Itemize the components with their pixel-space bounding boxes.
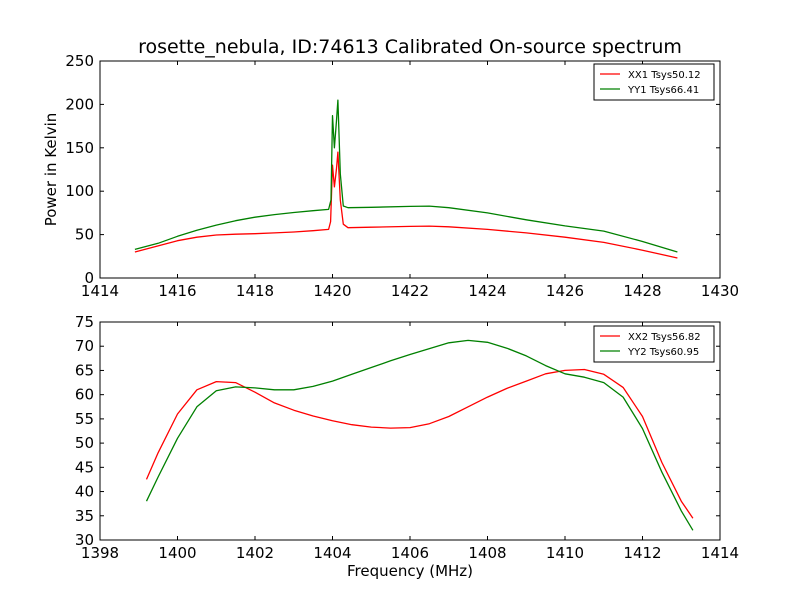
- legend: XX1 Tsys50.12 YY1 Tsys66.41: [593, 63, 715, 101]
- y-tick-label: 70: [75, 337, 94, 355]
- legend-box: [593, 325, 715, 363]
- x-tick-label: 1412: [623, 544, 661, 562]
- y-tick-label: 30: [75, 531, 94, 549]
- y-tick-label: 35: [75, 507, 94, 525]
- x-tick-label: 1402: [236, 544, 274, 562]
- series-line-2-1: [145, 368, 694, 519]
- y-tick-label: 200: [65, 95, 94, 113]
- legend-label: YY2 Tsys60.95: [627, 347, 699, 358]
- x-tick-label: 1418: [236, 282, 274, 300]
- chart-title: rosette_nebula, ID:74613 Calibrated On-s…: [138, 36, 682, 58]
- x-tick-label: 1408: [468, 544, 506, 562]
- y-tick-label: 250: [65, 52, 94, 70]
- x-tick-label: 1398: [81, 544, 119, 562]
- series-line-2-2: [145, 339, 694, 531]
- series-line-1-2: [134, 99, 678, 253]
- y-tick-label: 0: [84, 269, 94, 287]
- y-tick-label: 55: [75, 410, 94, 428]
- y-axis-label: Power in Kelvin: [42, 113, 60, 227]
- x-tick-label: 1400: [158, 544, 196, 562]
- legend: XX2 Tsys56.82 YY2 Tsys60.95: [593, 325, 715, 363]
- x-tick-label: 1424: [468, 282, 506, 300]
- legend-label: XX1 Tsys50.12: [628, 70, 701, 81]
- series-line-1-1: [134, 151, 678, 259]
- y-tick-label: 75: [75, 313, 94, 331]
- x-tick-label: 1416: [158, 282, 196, 300]
- legend-label: XX2 Tsys56.82: [628, 332, 701, 343]
- x-tick-label: 1410: [546, 544, 584, 562]
- x-axis-label: Frequency (MHz): [347, 562, 473, 580]
- y-tick-label: 150: [65, 139, 94, 157]
- x-tick-label: 1414: [81, 282, 119, 300]
- y-tick-label: 50: [75, 434, 94, 452]
- x-tick-label: 1414: [701, 544, 739, 562]
- top-spectrum-panel: 1414 1416 1418 1420 1422 1424 1426 1428 1430 0 50 1…: [42, 52, 739, 300]
- x-tick-label: 1428: [623, 282, 661, 300]
- y-tick-label: 40: [75, 483, 94, 501]
- legend-box: [593, 63, 715, 101]
- y-tick-label: 50: [75, 226, 94, 244]
- y-tick-label: 100: [65, 182, 94, 200]
- y-tick-label: 60: [75, 386, 94, 404]
- y-tick-label: 65: [75, 361, 94, 379]
- y-tick-label: 45: [75, 458, 94, 476]
- x-tick-label: 1404: [313, 544, 351, 562]
- x-tick-label: 1406: [391, 544, 429, 562]
- x-tick-label: 1422: [391, 282, 429, 300]
- bottom-spectrum-panel: 1398 1400 1402 1404 1406 1408 1410 1412 1414 30 35…: [75, 313, 739, 580]
- x-tick-label: 1420: [313, 282, 351, 300]
- x-tick-label: 1430: [701, 282, 739, 300]
- legend-label: YY1 Tsys66.41: [627, 85, 699, 96]
- x-tick-label: 1426: [546, 282, 584, 300]
